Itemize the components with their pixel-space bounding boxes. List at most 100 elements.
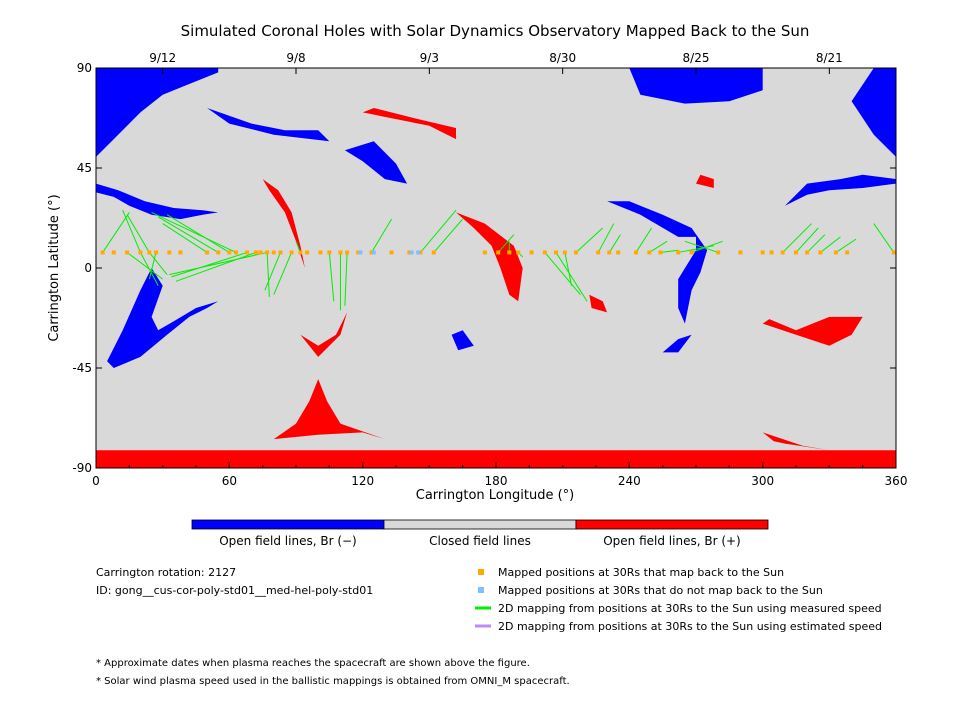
measured-mapping-line (608, 234, 621, 253)
negative-coronal-hole (629, 68, 763, 104)
mapped-point (345, 250, 350, 255)
negative-coronal-hole (107, 268, 219, 368)
mapped-point (616, 250, 621, 255)
unmapped-point (409, 250, 414, 255)
mapped-point (607, 250, 612, 255)
colorbar-closed-label: Closed field lines (429, 534, 531, 548)
mapped-point (529, 250, 534, 255)
mapped-point (554, 250, 558, 255)
positive-coronal-hole (589, 294, 608, 313)
y-tick-label: 90 (77, 61, 92, 75)
measured-mapping-line (795, 227, 819, 253)
measured-mapping-line (635, 227, 652, 253)
colorbar-positive (575, 519, 769, 530)
mapped-point (100, 250, 105, 255)
measured-mapping-line (806, 234, 826, 253)
mapped-point (542, 250, 547, 255)
negative-coronal-hole (96, 68, 219, 157)
positive-coronal-hole (696, 174, 714, 188)
coronal-hole-regions (96, 68, 896, 468)
negative-coronal-hole (662, 334, 692, 353)
mapped-point (111, 250, 116, 255)
measured-mapping-line (266, 252, 270, 297)
measured-mapping-line (175, 251, 257, 282)
date-label: 9/3 (420, 51, 439, 65)
negative-coronal-hole (344, 141, 408, 184)
mapped-point (507, 250, 512, 255)
mapped-point (356, 250, 361, 255)
mapped-point (227, 250, 232, 255)
mapped-point (676, 250, 681, 255)
colorbar-pos-label: Open field lines, Br (+) (603, 534, 741, 548)
measured-mapping-line (148, 252, 168, 275)
carrington-rotation: Carrington rotation: 2127 (96, 566, 236, 579)
negative-coronal-hole (96, 183, 219, 220)
x-tick-label: 120 (351, 474, 374, 488)
measured-mapping-line (140, 252, 159, 287)
mapped-point (167, 250, 172, 255)
measured-mapping-line (273, 252, 293, 295)
mapped-point (265, 250, 270, 255)
date-label: 8/30 (549, 51, 576, 65)
measured-mapping-line (820, 236, 841, 253)
mapped-point (389, 250, 394, 255)
measured-mapping-line (684, 240, 719, 253)
x-tick-label: 300 (751, 474, 774, 488)
positive-coronal-hole (273, 379, 385, 440)
model-id: ID: gong__cus-cor-poly-std01__med-hel-po… (96, 584, 373, 597)
x-tick-label: 240 (618, 474, 641, 488)
mapped-point (805, 250, 810, 255)
axes: 0 60 120 180 240 300 360 90 45 0 -45 -90 9/12 9/8 9/3 8… (72, 51, 907, 488)
measured-mapping-line (148, 252, 157, 280)
measured-mapping-line (344, 252, 348, 306)
negative-coronal-hole (784, 174, 896, 206)
mapped-point (338, 250, 343, 255)
mapped-point (254, 250, 258, 255)
mapped-point (318, 250, 323, 255)
y-tick-label: -45 (72, 361, 92, 375)
measured-mapping-line (162, 223, 208, 253)
mapped-point (516, 250, 521, 255)
measured-mapping-line (126, 214, 150, 253)
negative-coronal-hole (607, 201, 708, 324)
mapped-point (760, 250, 765, 255)
unmapped-point (416, 250, 421, 255)
mapped-point (780, 250, 785, 255)
mapped-point (818, 250, 823, 255)
measured-mapping-line (328, 252, 335, 302)
mapped-point (234, 250, 238, 255)
legend-mapped-swatch (478, 569, 484, 575)
positive-coronal-hole (762, 432, 830, 451)
y-axis-label: Carrington Latitude (°) (47, 194, 62, 341)
mapped-point (794, 250, 798, 255)
mapped-point (125, 250, 130, 255)
mapped-point (289, 250, 294, 255)
mapped-point (418, 250, 423, 255)
positive-coronal-hole (456, 212, 523, 302)
chart-title: Simulated Coronal Holes with Solar Dynam… (181, 22, 810, 40)
mapped-point (845, 250, 850, 255)
legend-unmapped-label: Mapped positions at 30Rs that do not map… (498, 584, 823, 597)
mapped-point (327, 250, 332, 255)
mapped-point (891, 250, 896, 255)
measured-mapping-line (564, 252, 573, 286)
mapped-point (596, 250, 601, 255)
measured-mapping-line (660, 249, 679, 253)
mapped-point (482, 250, 487, 255)
x-tick-label: 60 (222, 474, 237, 488)
measured-mapping-line (835, 238, 857, 253)
mapped-point (205, 250, 210, 255)
positive-coronal-hole (96, 450, 896, 468)
mapped-point (716, 250, 721, 255)
y-tick-label: 0 (84, 261, 92, 275)
mapped-point (245, 250, 250, 255)
measured-mapping-line (171, 251, 248, 278)
y-tick-label: 45 (77, 161, 92, 175)
note-speed: * Solar wind plasma speed used in the ba… (96, 676, 570, 687)
negative-coronal-hole (851, 68, 896, 157)
mapped-point (574, 250, 578, 255)
mapped-point (147, 250, 152, 255)
negative-coronal-hole (451, 330, 474, 351)
mapped-point (407, 250, 412, 255)
measured-mapping-line (691, 240, 723, 253)
